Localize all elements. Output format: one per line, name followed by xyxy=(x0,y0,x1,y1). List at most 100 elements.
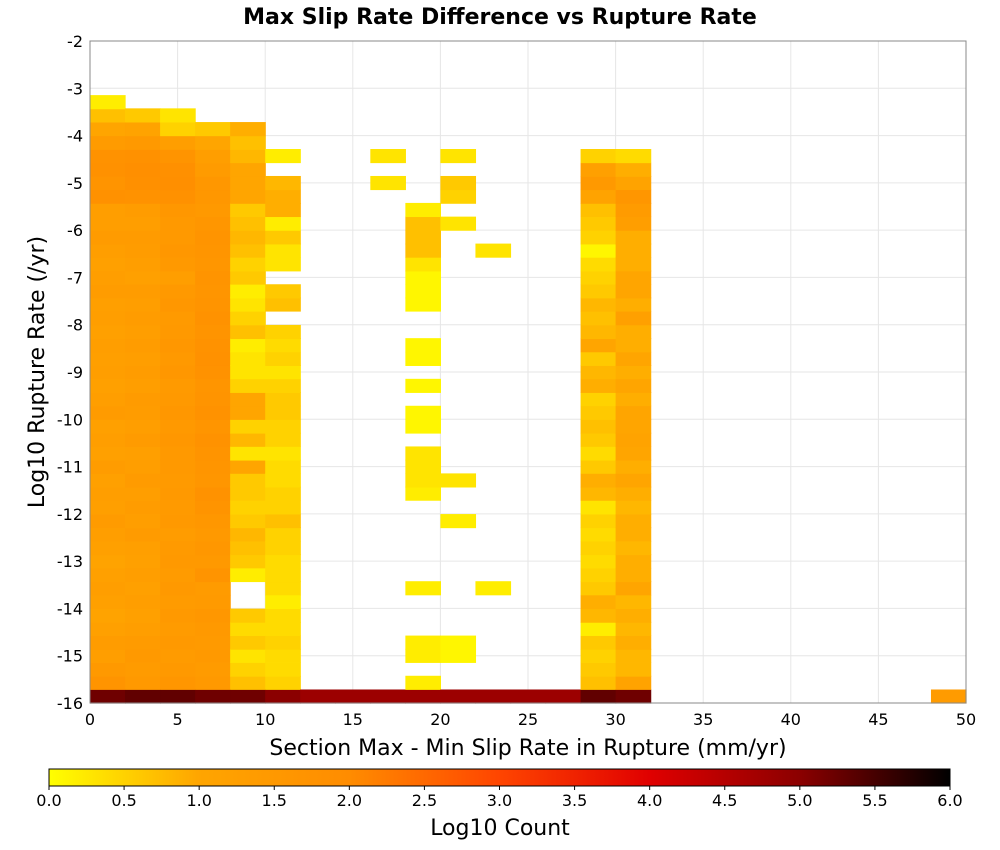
heatmap-cell xyxy=(195,175,231,191)
heatmap-cell xyxy=(580,689,617,704)
heatmap-cell xyxy=(125,365,161,380)
heatmap-cell xyxy=(265,527,301,542)
heatmap-cell xyxy=(475,243,512,258)
heatmap-cell xyxy=(615,284,652,299)
heatmap-cell xyxy=(440,635,477,650)
heatmap-cell xyxy=(265,486,301,501)
heatmap-cell xyxy=(125,689,161,704)
heatmap-cell xyxy=(265,257,301,272)
heatmap-cell xyxy=(580,175,617,191)
heatmap-cell xyxy=(90,324,126,340)
heatmap-cell xyxy=(370,149,406,164)
heatmap-cell xyxy=(230,608,266,623)
heatmap-cell xyxy=(580,419,617,434)
heatmap-cell xyxy=(90,608,126,623)
heatmap-cell xyxy=(160,459,196,474)
heatmap-cell xyxy=(125,162,161,177)
heatmap-cell xyxy=(90,230,126,245)
heatmap-cell xyxy=(510,689,547,704)
heatmap-cell xyxy=(230,243,266,258)
heatmap-cell xyxy=(580,230,617,245)
heatmap-cell xyxy=(405,338,441,353)
heatmap-cell xyxy=(265,621,301,636)
heatmap-cell xyxy=(90,392,126,407)
heatmap-cell xyxy=(160,324,196,340)
heatmap-cell xyxy=(265,365,301,380)
heatmap-cell xyxy=(160,675,196,690)
heatmap-cell xyxy=(125,311,161,326)
heatmap-cell xyxy=(90,500,126,515)
heatmap-cell xyxy=(195,446,231,461)
heatmap-cell xyxy=(615,621,652,636)
heatmap-cell xyxy=(160,432,196,447)
heatmap-cell xyxy=(615,675,652,690)
x-tick-label: 20 xyxy=(430,710,450,729)
y-tick-label: -6 xyxy=(67,221,83,240)
heatmap-cell xyxy=(90,662,126,677)
heatmap-cell xyxy=(230,419,266,434)
heatmap-cell xyxy=(230,149,266,164)
heatmap-cell xyxy=(195,554,231,569)
heatmap-cell xyxy=(195,365,231,380)
heatmap-cell xyxy=(405,270,441,285)
heatmap-cell xyxy=(265,541,301,556)
colorbar-tick-label: 4.0 xyxy=(637,791,662,810)
heatmap-cell xyxy=(615,392,652,407)
y-tick-label: -16 xyxy=(57,694,83,713)
heatmap-cell xyxy=(195,527,231,542)
heatmap-cell xyxy=(125,122,161,137)
heatmap-cell xyxy=(440,473,477,488)
heatmap-cell xyxy=(90,432,126,447)
y-tick-label: -5 xyxy=(67,174,83,193)
heatmap-cell xyxy=(90,378,126,393)
heatmap-cell xyxy=(230,175,266,191)
heatmap-cell xyxy=(615,257,652,272)
heatmap-cell xyxy=(90,446,126,461)
heatmap-cell xyxy=(160,230,196,245)
heatmap-cell xyxy=(125,338,161,353)
heatmap-cell xyxy=(230,338,266,353)
heatmap-cell xyxy=(615,648,652,663)
heatmap-cell xyxy=(580,608,617,623)
heatmap-cell xyxy=(90,257,126,272)
y-tick-label: -4 xyxy=(67,127,83,146)
heatmap-cell xyxy=(230,392,266,407)
heatmap-cell xyxy=(265,689,301,704)
heatmap-cell xyxy=(125,135,161,150)
heatmap-cell xyxy=(615,459,652,474)
colorbar-tick-label: 2.0 xyxy=(337,791,362,810)
heatmap-cell xyxy=(580,554,617,569)
heatmap-cell xyxy=(125,257,161,272)
heatmap-cell xyxy=(90,122,126,137)
heatmap-cell xyxy=(615,541,652,556)
heatmap-cell xyxy=(160,216,196,231)
heatmap-cell xyxy=(195,608,231,623)
heatmap-cell xyxy=(405,230,441,245)
heatmap-cell xyxy=(195,162,231,177)
heatmap-cell xyxy=(125,202,161,218)
heatmap-cell xyxy=(580,365,617,380)
heatmap-cell xyxy=(405,202,441,218)
heatmap-cell xyxy=(265,432,301,447)
heatmap-cell xyxy=(580,500,617,515)
x-axis-label: Section Max - Min Slip Rate in Rupture (… xyxy=(269,736,786,761)
heatmap-cell xyxy=(160,257,196,272)
heatmap-cell xyxy=(265,567,301,583)
heatmap-cell xyxy=(230,311,266,326)
heatmap-cell xyxy=(335,689,371,704)
heatmap-cell xyxy=(580,162,617,177)
heatmap-cell xyxy=(405,243,441,258)
heatmap-cell xyxy=(405,419,441,434)
heatmap-cell xyxy=(160,338,196,353)
heatmap-cell xyxy=(160,135,196,150)
heatmap-cell xyxy=(195,297,231,312)
heatmap-cell xyxy=(615,486,652,501)
heatmap-cell xyxy=(125,527,161,542)
heatmap-cell xyxy=(580,405,617,420)
heatmap-cell xyxy=(405,486,441,501)
heatmap-cell xyxy=(440,189,477,204)
heatmap-cell xyxy=(230,486,266,501)
heatmap-cell xyxy=(580,648,617,663)
heatmap-cell xyxy=(125,405,161,420)
colorbar-tick-label: 5.0 xyxy=(787,791,812,810)
